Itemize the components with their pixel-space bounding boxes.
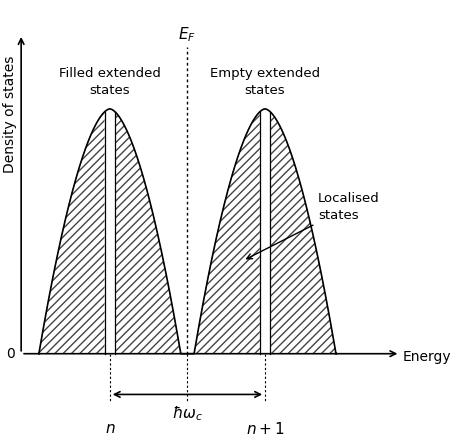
- Text: Energy: Energy: [403, 351, 451, 364]
- Text: Localised
states: Localised states: [247, 192, 380, 259]
- Text: 0: 0: [6, 347, 15, 361]
- Text: Density of states: Density of states: [3, 56, 17, 174]
- Text: $n$: $n$: [105, 421, 115, 436]
- Text: Filled extended
states: Filled extended states: [59, 67, 161, 97]
- Text: Empty extended
states: Empty extended states: [210, 67, 320, 97]
- Text: $\hbar\omega_c$: $\hbar\omega_c$: [172, 404, 203, 423]
- Text: $E_F$: $E_F$: [178, 25, 197, 44]
- Text: $n+1$: $n+1$: [246, 421, 284, 436]
